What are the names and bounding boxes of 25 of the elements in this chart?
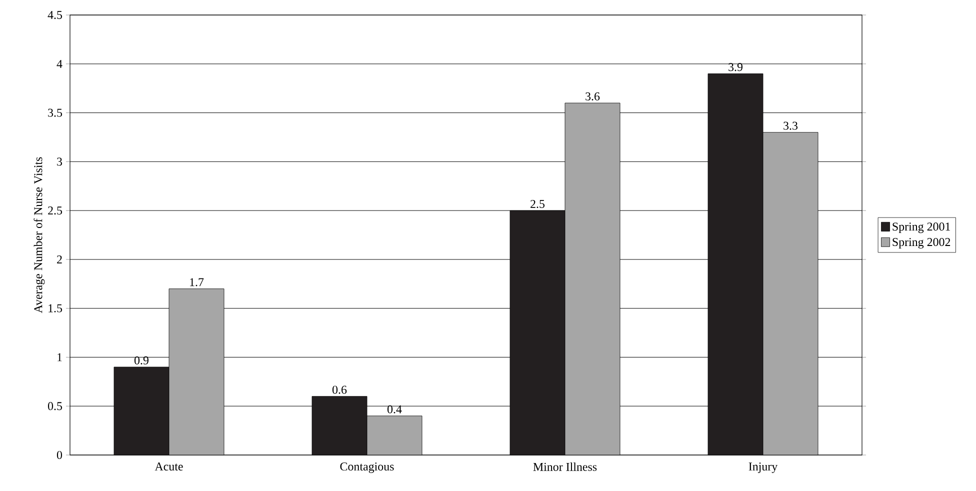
x-tick-label: Contagious (340, 462, 394, 474)
y-tick-label: 2 (57, 255, 62, 264)
y-tick-label: 3 (57, 158, 62, 166)
y-tick-label: 3.5 (48, 108, 62, 117)
data-label: 3.6 (586, 92, 600, 100)
data-label: 0.6 (332, 386, 347, 394)
y-tick-label: 0.5 (48, 402, 62, 410)
y-tick-label: 4.5 (48, 10, 62, 20)
y-axis-title: Average Number of Nurse Visits (34, 157, 45, 314)
y-tick-label: 4 (56, 60, 62, 68)
y-tick-label: 0 (56, 450, 62, 460)
legend-label: Spring 2002 (892, 238, 950, 249)
data-label: 0.4 (387, 405, 402, 414)
x-tick-label: Injury (748, 462, 778, 474)
data-label: 0.9 (134, 356, 148, 364)
data-label: 3.3 (784, 122, 798, 130)
x-tick-label: Minor Illness (533, 462, 597, 471)
data-label: 1.7 (190, 278, 204, 286)
data-label: 3.9 (728, 63, 742, 72)
y-tick-label: 2.5 (48, 206, 62, 215)
y-tick-label: 1.5 (48, 304, 62, 312)
data-label: 2.5 (530, 200, 545, 208)
legend-label: Spring 2001 (892, 222, 950, 234)
x-tick-label: Acute (154, 462, 183, 471)
y-tick-label: 1 (58, 353, 62, 362)
